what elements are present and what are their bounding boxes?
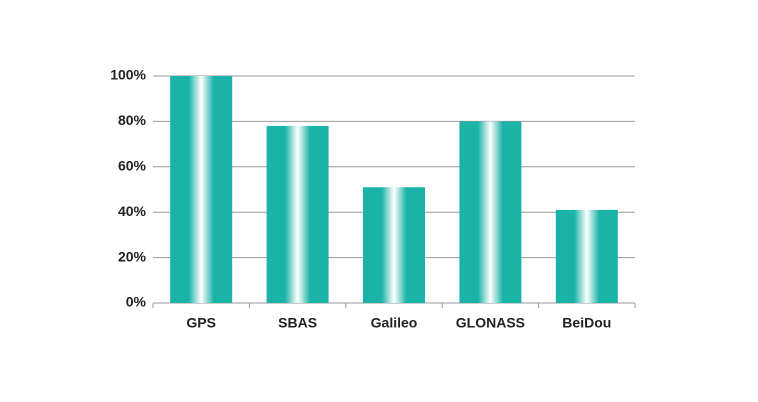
bar <box>170 76 233 303</box>
bar <box>555 209 618 303</box>
bar <box>266 125 329 303</box>
y-tick-label: 20% <box>118 248 147 264</box>
y-tick-label: 60% <box>118 158 147 174</box>
x-tick-label: GLONASS <box>456 315 525 331</box>
y-tick-label: 80% <box>118 112 147 128</box>
x-tick-label: BeiDou <box>562 315 611 331</box>
x-tick-label: GPS <box>186 315 216 331</box>
y-tick-label: 0% <box>126 294 147 310</box>
y-tick-label: 100% <box>110 67 146 83</box>
x-tick-label: SBAS <box>278 315 317 331</box>
x-tick-label: Galileo <box>371 315 418 331</box>
bar <box>459 121 522 304</box>
y-tick-label: 40% <box>118 203 147 219</box>
bar <box>363 187 425 303</box>
